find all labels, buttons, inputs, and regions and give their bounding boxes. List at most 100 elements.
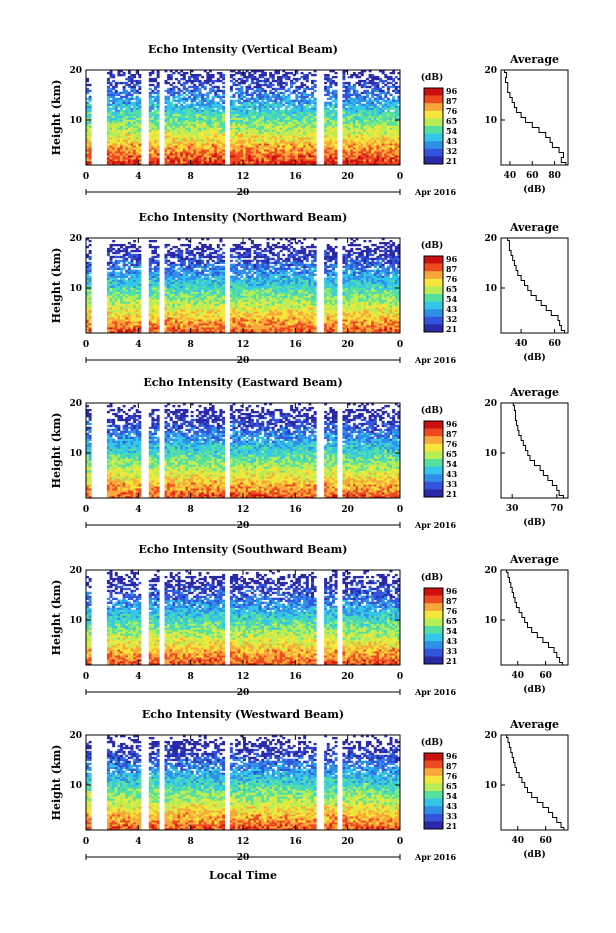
colorbar-tick-label: 54: [446, 791, 458, 801]
y-axis-label: Height (km): [50, 80, 63, 156]
y-tick-label: 20: [69, 399, 82, 409]
heatmap-image: [86, 238, 400, 333]
date-label: Apr 2016: [414, 520, 457, 530]
average-profile-line: [513, 403, 563, 498]
colorbar-swatch: [424, 768, 443, 776]
colorbar-tick-label: 65: [446, 781, 457, 791]
colorbar-swatch: [424, 324, 443, 332]
colorbar-swatch: [424, 134, 443, 142]
panel-title: Echo Intensity (Westward Beam): [142, 708, 344, 721]
x-tick-label: 8: [188, 837, 194, 847]
colorbar-swatch: [424, 421, 443, 429]
average-x-label: (dB): [523, 184, 545, 195]
colorbar-tick-label: 33: [446, 811, 458, 821]
x-tick-label: 0: [83, 340, 89, 350]
colorbar-tick-label: 96: [446, 586, 458, 596]
colorbar-tick-label: 76: [446, 771, 458, 781]
y-tick-label: 10: [69, 116, 82, 126]
x-tick-label: 20: [341, 340, 354, 350]
x-tick-label: 0: [397, 837, 403, 847]
x-tick-label: 20: [341, 672, 354, 682]
colorbar-swatch: [424, 806, 443, 814]
date-tick-label: 20: [237, 521, 250, 531]
colorbar-swatch: [424, 656, 443, 664]
colorbar-swatch: [424, 141, 443, 149]
colorbar-tick-label: 54: [446, 626, 458, 636]
colorbar-swatch: [424, 149, 443, 157]
average-x-tick-label: 40: [515, 339, 528, 349]
colorbar-swatch: [424, 791, 443, 799]
colorbar-tick-label: 33: [446, 646, 458, 656]
x-tick-label: 16: [289, 505, 302, 515]
x-tick-label: 8: [188, 172, 194, 182]
average-y-tick-label: 20: [484, 234, 497, 244]
y-tick-label: 10: [69, 449, 82, 459]
colorbar-swatch: [424, 294, 443, 302]
x-tick-label: 12: [237, 837, 250, 847]
colorbar-swatch: [424, 126, 443, 134]
colorbar-swatch: [424, 118, 443, 126]
average-x-tick-label: 70: [551, 504, 564, 514]
panel-title: Echo Intensity (Southward Beam): [139, 543, 348, 556]
colorbar-unit: (dB): [421, 240, 443, 251]
colorbar-swatch: [424, 309, 443, 317]
colorbar-swatch: [424, 96, 443, 104]
average-x-label: (dB): [523, 849, 545, 860]
x-tick-label: 4: [135, 505, 141, 515]
average-y-tick-label: 10: [484, 616, 497, 626]
colorbar-unit: (dB): [421, 737, 443, 748]
average-frame: [501, 70, 568, 165]
date-label: Apr 2016: [414, 852, 457, 862]
colorbar-swatch: [424, 302, 443, 310]
heatmap-image: [86, 570, 400, 665]
average-x-tick-label: 30: [506, 504, 519, 514]
y-tick-label: 10: [69, 616, 82, 626]
y-tick-label: 20: [69, 234, 82, 244]
panel-2: Echo Intensity (Northward Beam)1020Heigh…: [50, 211, 568, 366]
x-axis-label: Local Time: [209, 869, 277, 882]
y-tick-label: 10: [69, 781, 82, 791]
x-tick-label: 16: [289, 672, 302, 682]
average-x-tick-label: 60: [548, 339, 561, 349]
colorbar-tick-label: 96: [446, 751, 458, 761]
average-x-label: (dB): [523, 684, 545, 695]
x-tick-label: 4: [135, 837, 141, 847]
colorbar-unit: (dB): [421, 72, 443, 83]
average-x-tick-label: 40: [511, 671, 524, 681]
y-axis-label: Height (km): [50, 580, 63, 656]
average-title: Average: [509, 553, 559, 566]
colorbar-swatch: [424, 286, 443, 294]
panel-5: Echo Intensity (Westward Beam)1020Height…: [50, 708, 568, 863]
average-title: Average: [509, 221, 559, 234]
colorbar-tick-label: 96: [446, 254, 458, 264]
colorbar-tick-label: 32: [446, 146, 457, 156]
average-title: Average: [509, 53, 559, 66]
average-y-tick-label: 10: [484, 116, 497, 126]
colorbar-swatch: [424, 761, 443, 769]
colorbar-swatch: [424, 271, 443, 279]
average-x-tick-label: 40: [511, 836, 524, 846]
x-tick-label: 0: [397, 340, 403, 350]
colorbar-tick-label: 21: [446, 821, 457, 831]
heatmap-image: [86, 403, 400, 498]
colorbar-tick-label: 76: [446, 274, 458, 284]
colorbar-tick-label: 87: [446, 596, 457, 606]
average-profile-line: [507, 735, 564, 830]
colorbar-tick-label: 76: [446, 106, 458, 116]
colorbar-tick-label: 21: [446, 656, 457, 666]
x-tick-label: 8: [188, 340, 194, 350]
x-tick-label: 0: [83, 672, 89, 682]
average-x-tick-label: 60: [539, 671, 552, 681]
y-axis-label: Height (km): [50, 745, 63, 821]
heatmap-image: [86, 735, 400, 830]
colorbar-swatch: [424, 317, 443, 325]
panel-1: Echo Intensity (Vertical Beam)1020Height…: [50, 43, 568, 198]
x-tick-label: 12: [237, 172, 250, 182]
colorbar-swatch: [424, 111, 443, 119]
y-tick-label: 10: [69, 284, 82, 294]
